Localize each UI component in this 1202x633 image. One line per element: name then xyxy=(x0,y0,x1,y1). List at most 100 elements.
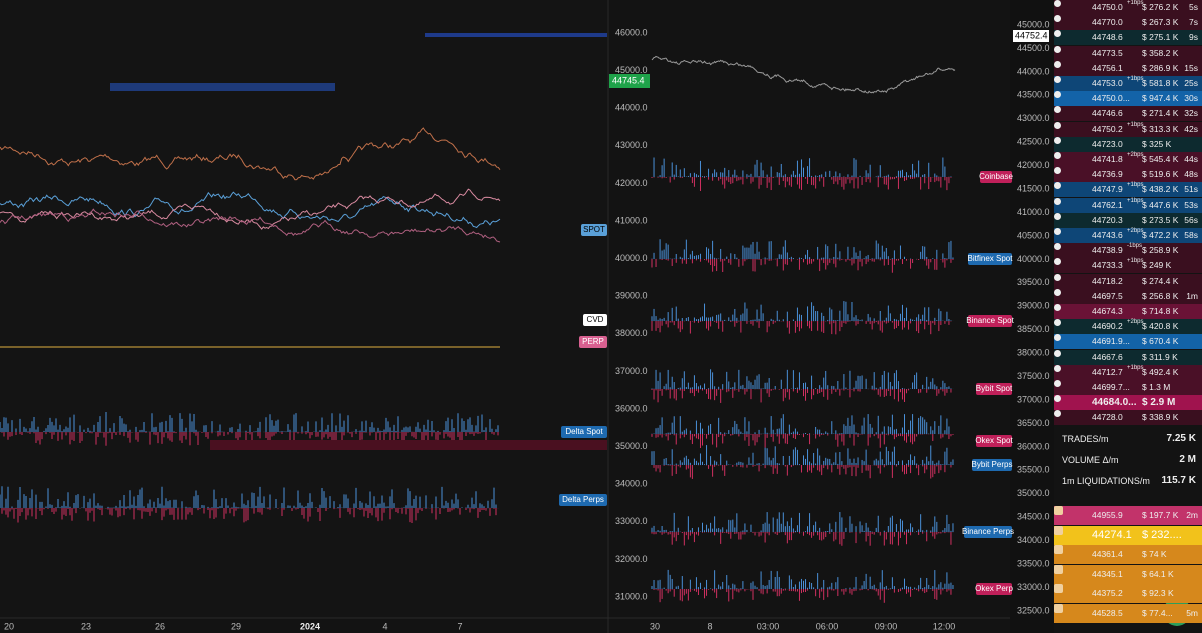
right-axis-label: 43500.0 xyxy=(1017,90,1050,100)
trade-row: 44750.0 +1bps $ 276.2 K 5s xyxy=(1054,0,1202,15)
trade-amount: $ 670.4 K xyxy=(1142,336,1179,347)
left-axis-label: 38000.0 xyxy=(615,328,648,338)
liquidation-row: 44955.9 $ 197.7 K 2m xyxy=(1054,506,1202,525)
x-axis-label: 29 xyxy=(231,621,241,631)
left-axis-label: 39000.0 xyxy=(615,291,648,301)
price-line xyxy=(0,208,501,243)
trade-amount: $ 338.9 K xyxy=(1142,412,1179,423)
trade-amount: $ 472.2 K xyxy=(1142,230,1179,240)
trade-row: 44697.5 $ 256.8 K 1m xyxy=(1054,288,1202,304)
trade-price: 44773.5 xyxy=(1092,47,1123,58)
series-tag-bg xyxy=(579,336,607,348)
trade-row: 44718.2 $ 274.4 K xyxy=(1054,273,1202,289)
trade-icon xyxy=(1054,258,1061,266)
liq-amount: $ 74 K xyxy=(1142,549,1167,559)
liq-price: 44528.5 xyxy=(1092,607,1123,618)
right-axis-label: 39500.0 xyxy=(1017,277,1050,287)
x-axis-label: 26 xyxy=(155,621,165,631)
trade-price: 44691.9... xyxy=(1092,336,1130,347)
left-pane xyxy=(0,0,607,618)
series-tag: Okex Spot xyxy=(975,436,1013,445)
price-line xyxy=(0,127,501,181)
trade-price: 44667.6 xyxy=(1092,351,1123,362)
trade-price: 44690.2 xyxy=(1092,321,1123,332)
liq-time: 2m xyxy=(1186,510,1198,520)
trade-icon xyxy=(1054,364,1061,372)
trade-time: 5s xyxy=(1189,2,1198,12)
series-tag: Bybit Spot xyxy=(976,384,1013,393)
trade-icon xyxy=(1054,45,1061,53)
x-axis-label: 20 xyxy=(4,621,14,631)
liq-icon xyxy=(1054,525,1063,535)
trade-amount: $ 313.3 K xyxy=(1142,123,1179,134)
trade-row: 44770.0 $ 267.3 K 7s xyxy=(1054,15,1202,31)
trade-time: 15s xyxy=(1184,62,1198,73)
liquidity-band xyxy=(110,83,335,91)
trade-row: 44674.3 $ 714.8 K xyxy=(1054,304,1202,319)
trade-icon xyxy=(1054,212,1061,220)
left-axis-label: 45000.0 xyxy=(615,65,648,75)
trade-icon xyxy=(1054,243,1061,251)
right-axis-label: 38500.0 xyxy=(1017,324,1050,334)
trade-icon xyxy=(1054,30,1061,38)
right-axis-label: 34500.0 xyxy=(1017,512,1050,522)
trade-price: 44733.3 xyxy=(1092,260,1123,271)
series-tag-bg xyxy=(583,314,607,326)
x-axis-label: 06:00 xyxy=(816,621,839,631)
trade-note: -1bps xyxy=(1127,243,1143,250)
series-tag-bg xyxy=(581,224,607,236)
liq-icon xyxy=(1054,603,1063,613)
trade-icon xyxy=(1054,121,1061,129)
right-axis-label: 35500.0 xyxy=(1017,465,1050,475)
trade-price: 44728.0 xyxy=(1092,412,1123,423)
liq-time: 5m xyxy=(1186,607,1198,618)
liq-price: 44361.4 xyxy=(1092,549,1123,559)
stat-row: 1m LIQUIDATIONS/m 115.7 K xyxy=(1054,471,1202,491)
series-tag: SPOT xyxy=(583,225,605,234)
trade-price: 44746.6 xyxy=(1092,108,1123,119)
series-tag: Delta Perps xyxy=(562,495,604,504)
right-axis-label: 41500.0 xyxy=(1017,183,1050,193)
stat-label: VOLUME Δ/m xyxy=(1062,455,1119,465)
x-axis-label: 12:00 xyxy=(933,621,956,631)
right-axis-label: 39000.0 xyxy=(1017,301,1050,311)
left-axis-label: 34000.0 xyxy=(615,479,648,489)
trade-row: 44747.9 +1bps $ 438.2 K 51s xyxy=(1054,182,1202,198)
trade-icon xyxy=(1054,319,1061,327)
stat-value: 2 M xyxy=(1179,454,1196,465)
stat-value: 7.25 K xyxy=(1166,433,1196,444)
right-axis-label: 38000.0 xyxy=(1017,348,1050,358)
right-axis-label: 37000.0 xyxy=(1017,394,1050,404)
right-axis-label: 42500.0 xyxy=(1017,137,1050,147)
trade-row: 44741.8 +2bps $ 545.4 K 44s xyxy=(1054,152,1202,167)
right-axis-label: 37500.0 xyxy=(1017,371,1050,381)
liq-amount: $ 77.4... xyxy=(1142,607,1173,618)
trade-amount: $ 267.3 K xyxy=(1142,17,1179,28)
trade-amount: $ 273.5 K xyxy=(1142,214,1179,225)
trade-amount: $ 325 K xyxy=(1142,138,1172,149)
x-axis-label: 03:00 xyxy=(757,621,780,631)
price-tag: 44745.4 xyxy=(612,75,645,85)
trade-amount: $ 276.2 K xyxy=(1142,2,1179,12)
trade-amount: $ 438.2 K xyxy=(1142,184,1179,195)
trade-note: +1bps xyxy=(1127,364,1144,371)
trade-row: 44756.1 $ 286.9 K 15s xyxy=(1054,60,1202,76)
series-tag: Binance Perps xyxy=(962,527,1014,536)
trade-amount: $ 947.4 K xyxy=(1142,93,1179,104)
liq-price: 44375.2 xyxy=(1092,588,1123,598)
right-axis-label: 33500.0 xyxy=(1017,558,1050,568)
trade-amount: $ 286.9 K xyxy=(1142,62,1179,73)
trade-price: 44736.9 xyxy=(1092,169,1123,180)
trade-time: 1m xyxy=(1186,290,1198,301)
trade-price: 44723.0 xyxy=(1092,138,1123,149)
right-axis-label: 33000.0 xyxy=(1017,582,1050,592)
left-axis-label: 40000.0 xyxy=(615,253,648,263)
liq-amount: $ 197.7 K xyxy=(1142,510,1179,520)
trade-price: 44699.7... xyxy=(1092,382,1130,392)
trade-time: 25s xyxy=(1184,78,1198,88)
trade-price: 44753.0 xyxy=(1092,78,1123,88)
trade-row: 44773.5 $ 358.2 K xyxy=(1054,45,1202,61)
trade-row: 44738.9 -1bps $ 258.9 K xyxy=(1054,243,1202,259)
left-axis-label: 33000.0 xyxy=(615,516,648,526)
series-tag: Coinbase xyxy=(979,172,1013,181)
